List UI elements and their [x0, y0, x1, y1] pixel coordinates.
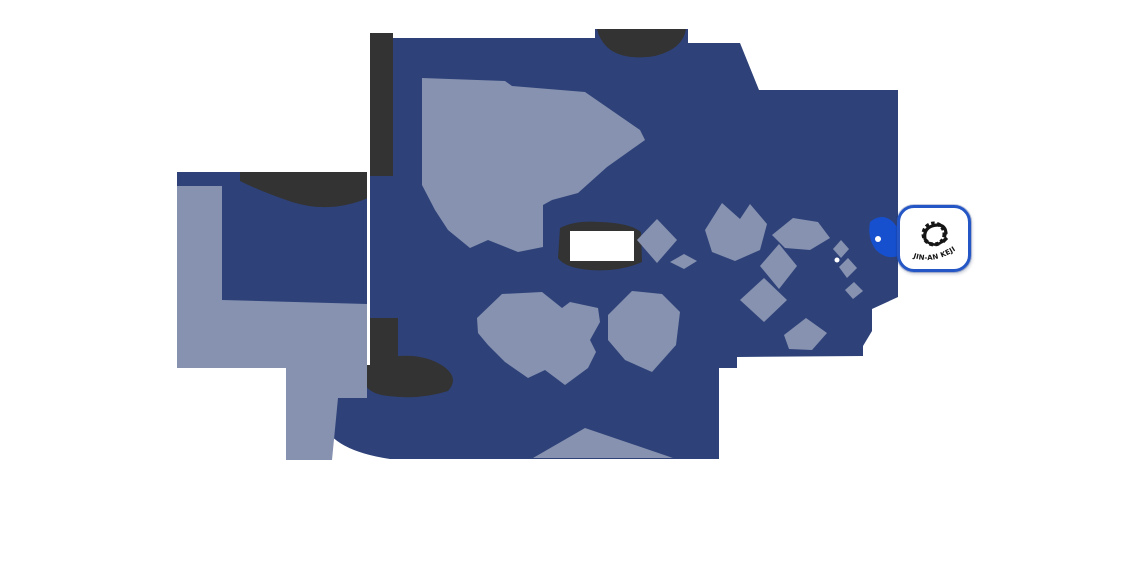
slate-chip-c [845, 282, 863, 299]
slate-left-bar [177, 186, 222, 368]
slate-chip-a [833, 240, 849, 258]
logo-widget-label-text: JIN-AN KEJI [911, 245, 957, 262]
slate-diamond-lower [740, 278, 787, 322]
logo-widget-button[interactable]: JIN-AN KEJI [897, 205, 971, 272]
charcoal-vertical-bar [370, 33, 393, 176]
accent-pointer [869, 217, 898, 258]
gear-logo-icon: JIN-AN KEJI [911, 221, 957, 262]
accent-pointer-shape [869, 217, 898, 258]
gear-swirl-tick [943, 234, 949, 243]
slate-hexagon-right [608, 291, 680, 372]
white-gap-line [367, 172, 370, 365]
white-cutouts [367, 172, 840, 365]
slate-arrowhead [422, 78, 645, 252]
slate-bottom-left-mass [222, 300, 367, 460]
gear-swirl-bottom [924, 237, 947, 246]
slate-double-hump [705, 203, 767, 261]
navy-left-mass [177, 172, 368, 338]
slate-shapes [177, 78, 863, 460]
slate-chip-b [839, 258, 857, 278]
charcoal-top-notch [597, 29, 686, 58]
white-dot [834, 257, 840, 263]
slate-hexagon-left [477, 292, 600, 385]
charcoal-bottom-blob [362, 318, 453, 398]
slate-blob-bottom-right [784, 318, 827, 350]
accent-pointer-dot [875, 236, 881, 242]
white-window [570, 231, 634, 261]
slate-blob-right [772, 218, 830, 250]
slate-diamond-1 [637, 219, 677, 263]
slate-diamond-1b [670, 254, 697, 269]
gear-swirl-top [923, 222, 948, 241]
charcoal-crescent [240, 172, 368, 208]
slate-diamond-upper [760, 244, 797, 289]
slate-bottom-triangle [533, 428, 673, 458]
logo-widget-label: JIN-AN KEJI [911, 245, 956, 262]
gear-teeth-ring [921, 221, 947, 246]
